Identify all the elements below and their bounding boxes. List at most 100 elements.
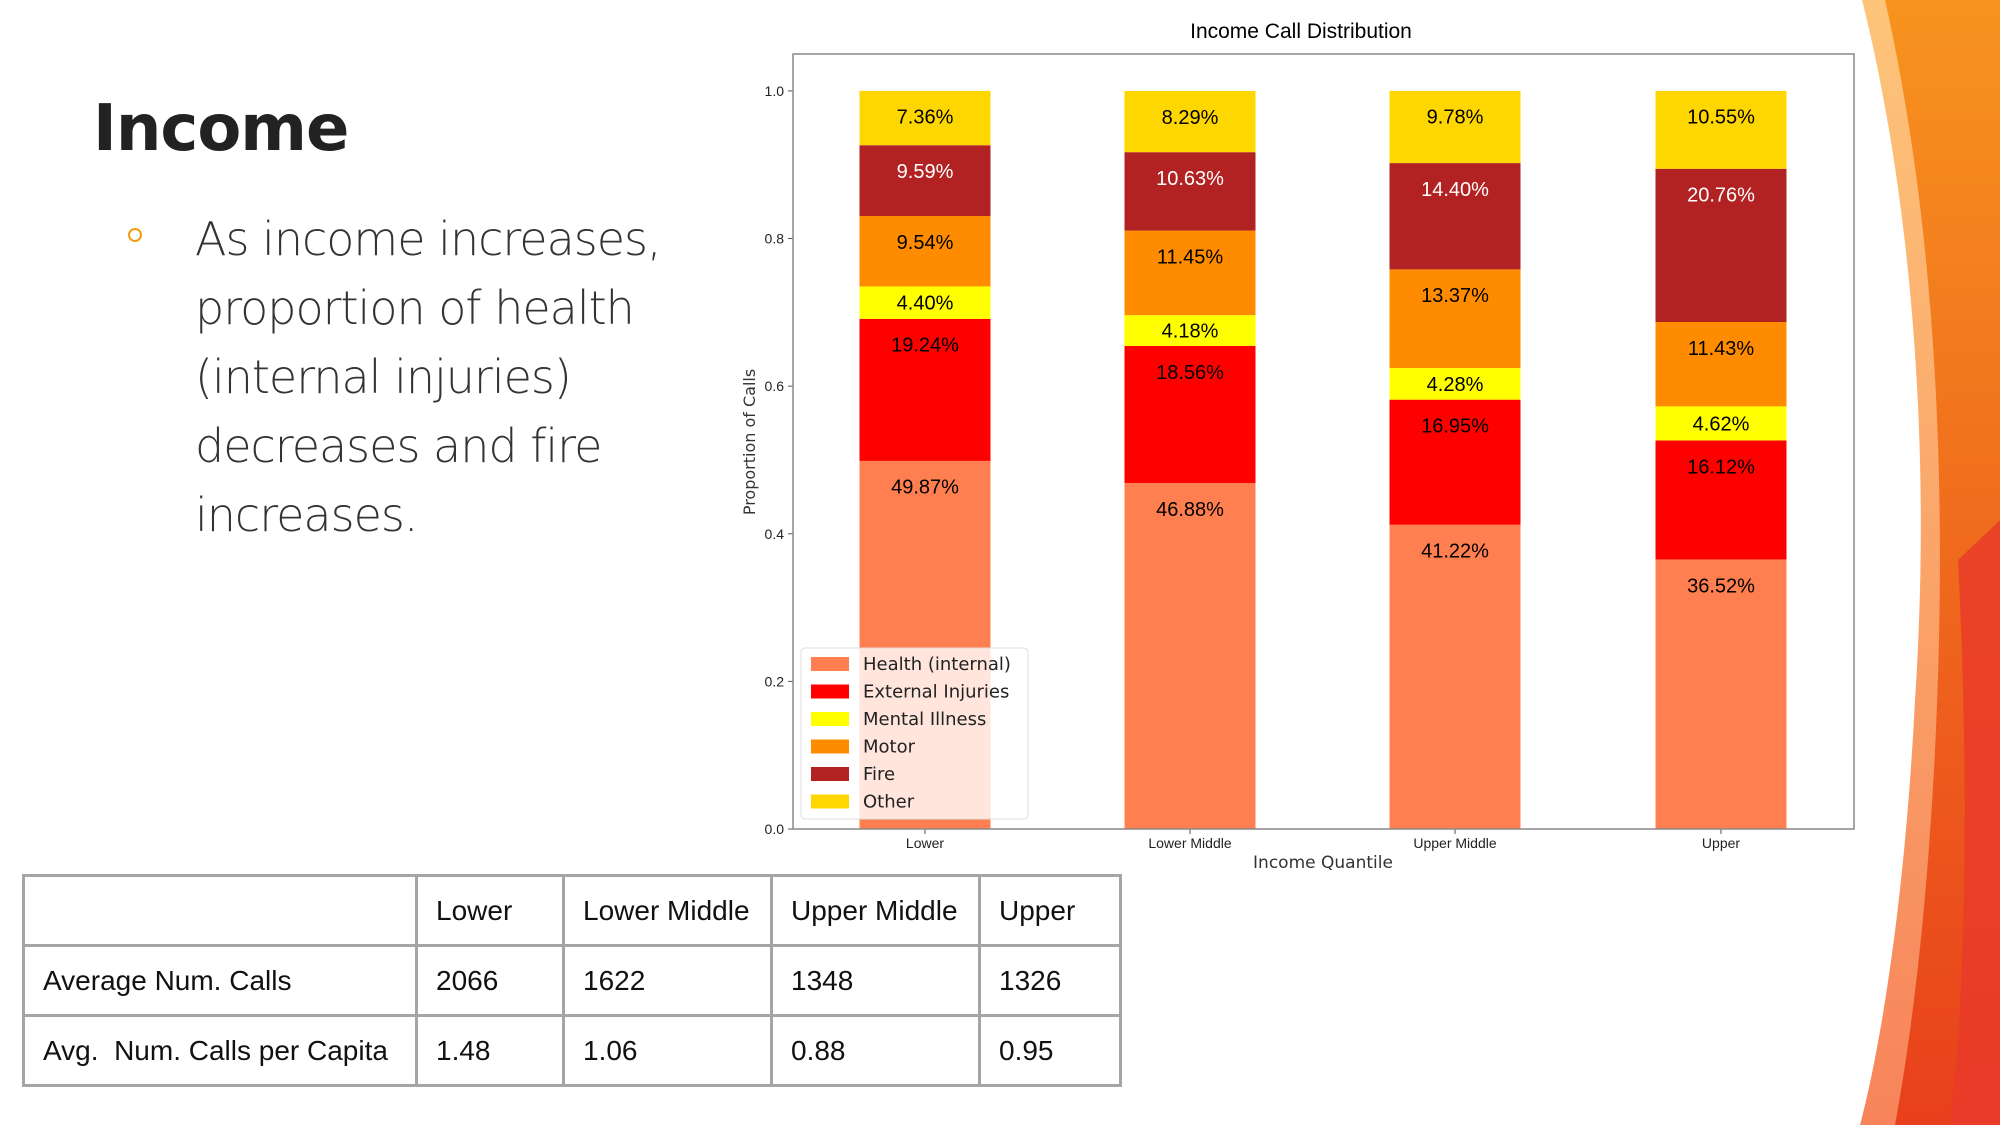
y-tick-label: 0.4 (765, 526, 785, 542)
data-label: 8.29% (1162, 107, 1219, 129)
x-tick-label: Upper (1702, 835, 1740, 851)
bar-segment (859, 145, 991, 217)
bar-segment (1124, 315, 1256, 346)
table-row: Average Num. Calls 2066 1622 1348 1326 (22, 944, 1122, 1017)
legend-label: Motor (863, 737, 916, 758)
data-label: 11.43% (1688, 338, 1755, 360)
slide-title: Income (93, 92, 349, 166)
x-tick-label: Upper Middle (1413, 835, 1496, 851)
data-label: 4.40% (897, 293, 954, 315)
legend-swatch (811, 657, 849, 671)
table-cell: 0.88 (770, 1014, 981, 1087)
bar-segment (1655, 440, 1787, 560)
legend-label: Mental Illness (863, 709, 986, 730)
data-label: 19.24% (891, 335, 959, 357)
legend-swatch (811, 684, 849, 699)
y-tick-label: 0.0 (765, 821, 785, 837)
bar-segment (1389, 163, 1521, 270)
table-header-cell: Upper Middle (770, 874, 981, 947)
income-stats-table: Lower Lower Middle Upper Middle Upper Av… (22, 874, 1122, 1087)
bar-segment (1655, 559, 1787, 829)
bar-segment (1389, 269, 1521, 369)
chart-title: Income Call Distribution (1190, 20, 1412, 43)
legend: Health (internal) External Injuries Mental… (800, 647, 1029, 820)
legend-swatch (811, 712, 849, 726)
y-tick-label: 1.0 (765, 83, 785, 99)
data-label: 4.18% (1162, 321, 1219, 343)
bar-segment (1389, 90, 1521, 164)
bar-segment (1655, 322, 1787, 407)
y-tick-label: 0.2 (765, 673, 785, 689)
table-cell: 1.48 (415, 1014, 565, 1087)
data-label: 9.78% (1427, 107, 1484, 129)
data-label: 10.55% (1687, 107, 1755, 129)
legend-label: Health (internal) (863, 654, 1011, 675)
table-header-cell (22, 874, 418, 947)
table-cell: 1348 (770, 944, 981, 1017)
data-label: 16.95% (1421, 415, 1489, 437)
bar-segment (1124, 152, 1256, 231)
bar-segment (1124, 482, 1256, 829)
data-label: 20.76% (1687, 185, 1755, 207)
bar-segment (1389, 368, 1521, 400)
stacked-bar-chart: Income Call Distribution Proportion of C… (740, 20, 1855, 873)
data-label: 16.12% (1687, 456, 1755, 478)
data-label: 41.22% (1421, 541, 1489, 563)
data-label: 4.62% (1693, 413, 1750, 435)
decor-red-stripe (1950, 520, 2000, 1125)
bar-segment (859, 286, 991, 319)
table-cell: 0.95 (978, 1014, 1122, 1087)
bar-segment (1655, 168, 1787, 323)
table-cell: Average Num. Calls (22, 944, 418, 1017)
y-tick-label: 0.6 (765, 378, 785, 394)
bar-segment (1655, 406, 1787, 441)
legend-swatch (811, 794, 849, 809)
table-cell: 1622 (562, 944, 773, 1017)
table-cell: Avg. Num. Calls per Capita (22, 1014, 418, 1087)
bar-segment (859, 318, 991, 461)
table-header-cell: Lower (415, 874, 565, 947)
data-label: 10.63% (1156, 168, 1224, 190)
x-axis-label: Income Quantile (1253, 853, 1393, 873)
bar-segment (859, 90, 991, 146)
legend-swatch (811, 767, 849, 781)
bar-segment (1389, 399, 1521, 525)
data-label: 14.40% (1421, 179, 1489, 201)
y-axis-label: Proportion of Calls (740, 369, 759, 515)
data-label: 46.88% (1156, 499, 1224, 521)
legend-swatch (811, 739, 849, 754)
bar-segment (1124, 90, 1256, 153)
data-label: 36.52% (1687, 575, 1755, 597)
bar-segment (1124, 345, 1256, 483)
data-label: 7.36% (897, 107, 954, 129)
table-cell: 1.06 (562, 1014, 773, 1087)
legend-label: Fire (863, 764, 895, 785)
table-header-cell: Lower Middle (562, 874, 773, 947)
x-tick-label: Lower (906, 835, 944, 851)
data-label: 13.37% (1421, 285, 1489, 307)
data-label: 9.59% (897, 161, 954, 183)
bar-segment (1655, 90, 1787, 169)
table-row: Avg. Num. Calls per Capita 1.48 1.06 0.8… (22, 1014, 1122, 1087)
legend-box (800, 647, 1029, 820)
table-header-row: Lower Lower Middle Upper Middle Upper (22, 874, 1122, 947)
data-label: 18.56% (1156, 362, 1224, 384)
bar-segment (859, 216, 991, 287)
bar-segment (1389, 524, 1521, 829)
table-cell: 2066 (415, 944, 565, 1017)
bullet-text: As income increases, proportion of healt… (195, 212, 662, 542)
y-tick-label: 0.8 (765, 231, 785, 247)
bullet-icon (128, 228, 142, 242)
bar-segment (1124, 230, 1256, 316)
legend-label: Other (863, 792, 915, 813)
table-header-cell: Upper (978, 874, 1122, 947)
data-label: 4.28% (1427, 374, 1484, 396)
x-tick-label: Lower Middle (1148, 835, 1231, 851)
data-label: 11.45% (1157, 246, 1224, 268)
data-label: 49.87% (891, 477, 959, 499)
plot-frame (792, 53, 1855, 830)
legend-label: External Injuries (863, 682, 1009, 703)
table-cell: 1326 (978, 944, 1122, 1017)
data-label: 9.54% (897, 232, 954, 254)
